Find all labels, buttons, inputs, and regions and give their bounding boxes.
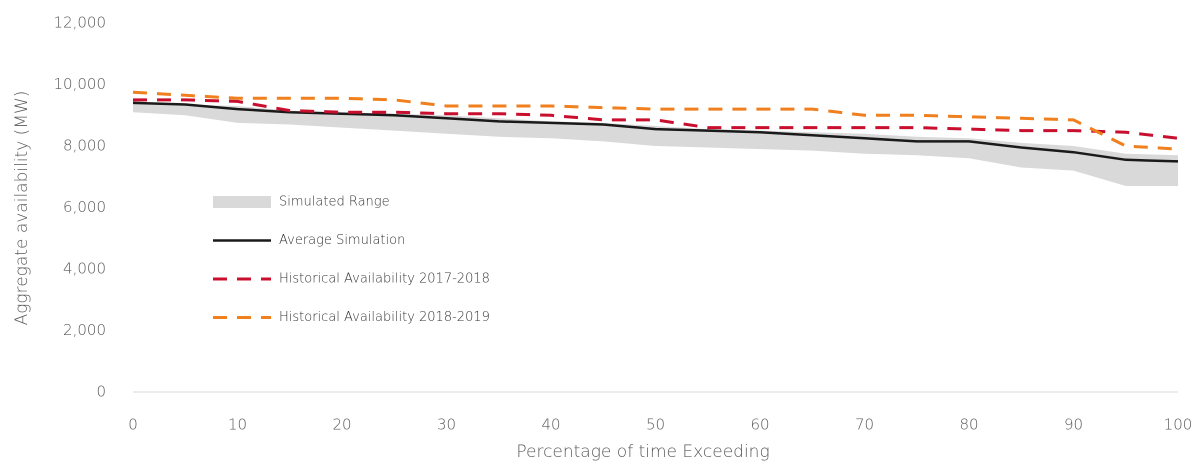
x-tick-label: 40 — [541, 416, 560, 434]
x-tick-label: 30 — [437, 416, 456, 434]
y-tick-label: 10,000 — [54, 75, 107, 93]
x-tick-label: 0 — [128, 416, 138, 434]
x-tick-label: 50 — [646, 416, 665, 434]
y-axis-title: Aggregate availability (MW) — [12, 91, 32, 326]
legend-label: Historical Availability 2018-2019 — [279, 310, 490, 325]
legend-label: Simulated Range — [279, 195, 390, 210]
x-tick-label: 20 — [332, 416, 351, 434]
y-tick-label: 8,000 — [63, 137, 106, 155]
x-tick-label: 60 — [750, 416, 769, 434]
y-tick-label: 2,000 — [63, 321, 106, 339]
legend-label: Historical Availability 2017-2018 — [279, 272, 490, 287]
x-tick-label: 100 — [1164, 416, 1193, 434]
range-area — [133, 102, 1178, 186]
x-tick-label: 70 — [855, 416, 874, 434]
legend-swatch — [213, 196, 271, 208]
x-axis-title: Percentage of time Exceeding — [516, 442, 769, 462]
y-tick-label: 0 — [96, 383, 106, 401]
legend-label: Average Simulation — [279, 233, 405, 248]
y-tick-label: 12,000 — [54, 14, 107, 32]
x-tick-label: 80 — [959, 416, 978, 434]
line — [133, 98, 1179, 140]
x-tick-label: 10 — [228, 416, 247, 434]
x-tick-label: 90 — [1064, 416, 1083, 434]
y-tick-label: 4,000 — [63, 260, 106, 278]
line — [132, 90, 1179, 151]
y-tick-label: 6,000 — [63, 198, 106, 216]
line — [132, 101, 1179, 163]
